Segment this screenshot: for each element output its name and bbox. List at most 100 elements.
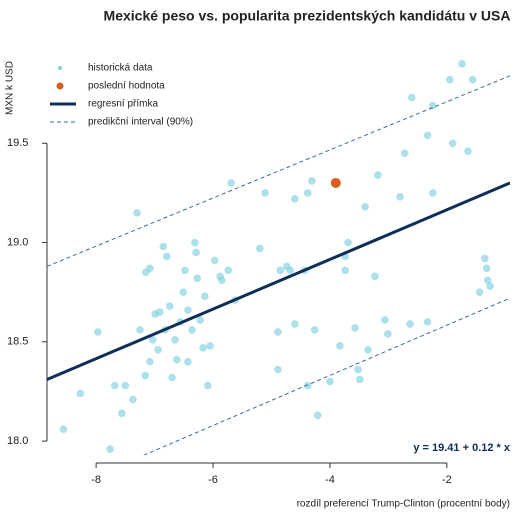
- interval-line: [142, 297, 510, 455]
- point: [203, 381, 212, 390]
- x-tick-label: -6: [208, 474, 218, 486]
- legend-label: predikční interval (90%): [88, 117, 193, 128]
- point: [118, 409, 126, 418]
- point: [341, 266, 349, 275]
- point: [310, 326, 319, 334]
- point: [303, 381, 312, 390]
- point: [129, 395, 137, 404]
- point: [482, 264, 491, 273]
- point: [475, 288, 484, 296]
- legend-symbol: [56, 82, 64, 90]
- y-tick-label: 19.0: [7, 236, 28, 248]
- point: [384, 330, 392, 338]
- point: [217, 276, 226, 285]
- point: [396, 193, 404, 201]
- point: [188, 326, 196, 334]
- point: [274, 365, 282, 374]
- point: [336, 341, 344, 350]
- point: [156, 308, 164, 316]
- last-point: [330, 177, 341, 188]
- point: [193, 274, 202, 283]
- point: [210, 256, 219, 265]
- point: [179, 288, 188, 296]
- legend-label: historická data: [88, 63, 153, 74]
- point: [181, 266, 189, 275]
- point: [133, 208, 141, 217]
- point: [361, 202, 369, 211]
- point: [464, 147, 472, 155]
- point: [106, 445, 114, 453]
- point: [364, 345, 372, 354]
- point: [303, 189, 312, 197]
- point: [313, 411, 322, 420]
- point: [374, 171, 382, 179]
- point: [355, 375, 364, 384]
- point: [168, 373, 176, 382]
- point: [154, 345, 162, 354]
- point: [184, 357, 192, 366]
- point: [141, 371, 150, 380]
- y-tick-label: 18.5: [7, 336, 28, 348]
- point: [406, 320, 414, 328]
- point: [121, 381, 130, 390]
- point: [149, 336, 157, 344]
- point: [94, 328, 102, 336]
- point: [196, 316, 204, 324]
- point: [291, 195, 299, 203]
- y-tick-label: 19.5: [7, 137, 28, 149]
- plot-area: [47, 60, 510, 455]
- y-axis-label: MXN k USD: [5, 61, 16, 115]
- point: [111, 381, 119, 390]
- point: [407, 93, 416, 102]
- x-tick-label: -4: [325, 474, 335, 486]
- point: [136, 326, 144, 334]
- point: [146, 357, 154, 366]
- point: [429, 101, 437, 110]
- point: [165, 302, 174, 310]
- point: [351, 324, 359, 332]
- point: [191, 238, 199, 247]
- x-tick-label: -8: [91, 474, 101, 486]
- point: [159, 242, 168, 251]
- point: [458, 60, 466, 68]
- point: [206, 341, 214, 350]
- point: [344, 238, 352, 247]
- legend-label: regresní přímka: [88, 99, 158, 110]
- point: [423, 131, 432, 140]
- legend-symbol: [58, 66, 62, 70]
- point: [184, 306, 192, 314]
- point: [308, 177, 316, 185]
- chart-title: Mexické peso vs. popularita prezidentský…: [104, 8, 511, 24]
- point: [286, 266, 294, 275]
- point: [76, 389, 85, 398]
- point: [192, 248, 200, 257]
- equation: y = 19.41 + 0.12 * x: [413, 442, 511, 454]
- point: [326, 377, 334, 386]
- point: [146, 264, 154, 273]
- point: [354, 365, 362, 374]
- point: [199, 343, 207, 352]
- point: [291, 320, 299, 328]
- point: [171, 336, 179, 344]
- point: [486, 282, 494, 291]
- legend-label: poslední hodnota: [88, 81, 165, 92]
- point: [201, 292, 209, 300]
- point: [371, 272, 379, 281]
- point: [483, 276, 492, 285]
- point: [227, 179, 235, 187]
- point: [445, 75, 454, 84]
- point: [274, 328, 282, 336]
- point: [448, 139, 457, 148]
- point: [423, 318, 432, 326]
- point: [172, 355, 181, 364]
- point: [163, 252, 171, 261]
- point: [400, 149, 409, 157]
- point: [261, 189, 269, 197]
- point: [468, 75, 477, 84]
- point: [224, 266, 233, 275]
- point: [429, 189, 437, 197]
- regression-line: [47, 181, 510, 381]
- point: [481, 254, 489, 263]
- point: [255, 244, 264, 253]
